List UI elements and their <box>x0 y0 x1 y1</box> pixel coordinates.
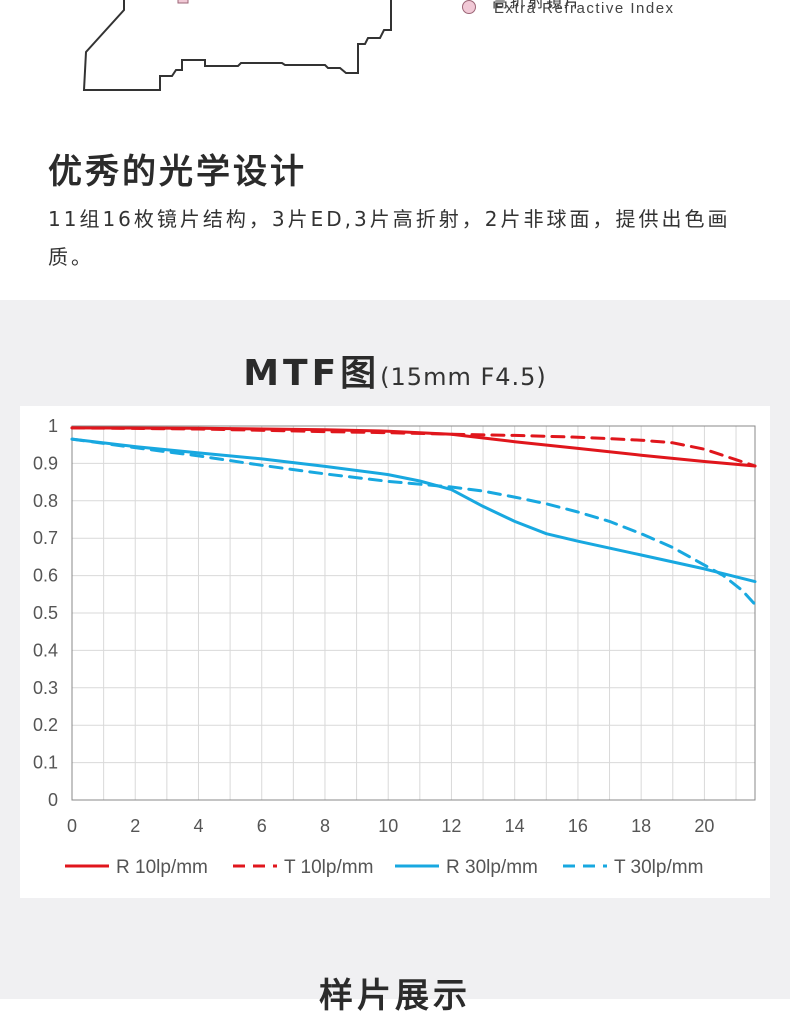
y-tick-label: 0.5 <box>33 603 58 623</box>
mtf-section: MTF图(15mm F4.5) 0 0.1 0.2 0.3 0.4 0.5 0.6 0.7 0.… <box>0 300 790 1016</box>
y-tick-label: 0.2 <box>33 715 58 735</box>
y-tick-label: 0.4 <box>33 640 58 660</box>
legend-label: R 10lp/mm <box>116 857 208 878</box>
x-tick-label: 14 <box>505 816 525 836</box>
optical-design-title: 优秀的光学设计 <box>48 152 307 192</box>
x-tick-label: 6 <box>257 816 267 836</box>
mtf-subtitle: (15mm F4.5) <box>380 363 547 391</box>
legend-label-en: Extra Refractive Index <box>494 0 675 17</box>
y-tick-label: 0.3 <box>33 678 58 698</box>
lens-element-highlight <box>177 0 189 4</box>
x-tick-label: 20 <box>694 816 714 836</box>
lens-outline <box>82 0 392 91</box>
samples-title: 样片展示 <box>319 976 471 1016</box>
x-tick-label: 4 <box>193 816 203 836</box>
mtf-chart: 00.10.20.30.40.50.60.70.80.910 2 4 6 8 10 12 14… <box>33 416 757 878</box>
series-line-r-30lp-mm <box>70 437 757 584</box>
mtf-title: MTF图 <box>243 353 381 394</box>
x-tick-label: 12 <box>441 816 461 836</box>
top-section: 高折射镜片 Extra Refractive Index 优秀的光学设计 11组… <box>0 0 790 300</box>
series-line-t-30lp-mm <box>70 437 757 606</box>
x-tick-label: 0 <box>67 816 77 836</box>
y-tick-label: 0.9 <box>33 453 58 473</box>
legend-swatch <box>462 0 476 14</box>
x-tick-label: 18 <box>631 816 651 836</box>
series-line-t-10lp-mm <box>70 426 757 468</box>
mtf-heading: MTF图(15mm F4.5) <box>0 344 790 396</box>
legend-label: T 10lp/mm <box>284 857 373 878</box>
y-tick-label: 0.6 <box>33 566 58 586</box>
lens-construction-diagram <box>82 0 392 91</box>
mtf-chart-container: 0 0.1 0.2 0.3 0.4 0.5 0.6 0.7 0.8 0.9 1 0 2 4 6 8 10 12 14… <box>20 406 770 898</box>
optical-design-description: 11组16枚镜片结构，3片ED,3片高折射，2片非球面，提供出色画质。 <box>48 207 731 269</box>
x-tick-label: 10 <box>378 816 398 836</box>
y-tick-label: 0.1 <box>33 753 58 773</box>
x-tick-label: 8 <box>320 816 330 836</box>
legend-label: R 30lp/mm <box>446 857 538 878</box>
y-tick-label: 1 <box>48 416 58 436</box>
y-tick-label: 0.7 <box>33 528 58 548</box>
x-tick-label: 2 <box>130 816 140 836</box>
legend-label-cn: 高折射镜片 <box>492 0 583 11</box>
y-tick-label: 0 <box>48 790 58 810</box>
x-tick-label: 16 <box>568 816 588 836</box>
legend-label: T 30lp/mm <box>614 857 703 878</box>
plot-area-border <box>71 425 756 801</box>
y-tick-label: 0.8 <box>33 491 58 511</box>
